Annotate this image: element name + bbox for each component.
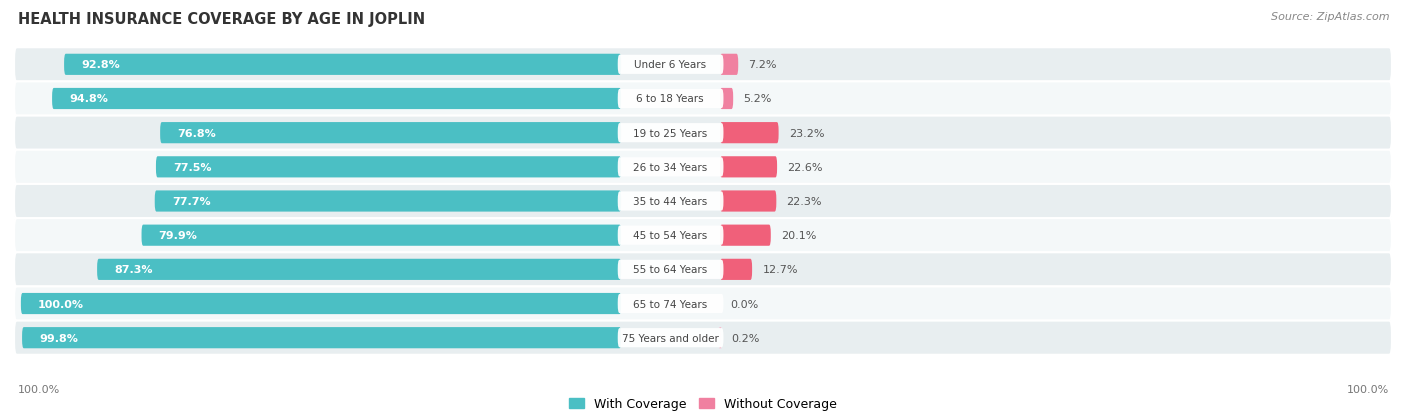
Text: 100.0%: 100.0% [38,299,84,309]
Text: 92.8%: 92.8% [82,60,120,70]
Text: 77.5%: 77.5% [173,162,211,172]
Text: 35 to 44 Years: 35 to 44 Years [633,197,707,206]
FancyBboxPatch shape [155,191,621,212]
Legend: With Coverage, Without Coverage: With Coverage, Without Coverage [564,392,842,413]
Text: 26 to 34 Years: 26 to 34 Years [633,162,707,172]
Text: 0.0%: 0.0% [730,299,758,309]
Text: 20.1%: 20.1% [780,230,817,241]
FancyBboxPatch shape [720,157,778,178]
Text: 65 to 74 Years: 65 to 74 Years [633,299,707,309]
Text: 5.2%: 5.2% [744,94,772,104]
FancyBboxPatch shape [617,158,724,177]
Text: 87.3%: 87.3% [114,265,153,275]
FancyBboxPatch shape [617,328,724,347]
FancyBboxPatch shape [22,328,621,349]
Text: 45 to 54 Years: 45 to 54 Years [633,230,707,241]
FancyBboxPatch shape [718,328,721,349]
FancyBboxPatch shape [160,123,621,144]
Text: 77.7%: 77.7% [172,197,211,206]
Text: 100.0%: 100.0% [1347,385,1389,394]
Text: 22.6%: 22.6% [787,162,823,172]
Text: 6 to 18 Years: 6 to 18 Years [637,94,704,104]
FancyBboxPatch shape [14,150,1392,185]
FancyBboxPatch shape [21,293,621,314]
FancyBboxPatch shape [617,192,724,211]
Text: Source: ZipAtlas.com: Source: ZipAtlas.com [1271,12,1389,22]
FancyBboxPatch shape [617,294,724,313]
FancyBboxPatch shape [52,89,621,110]
FancyBboxPatch shape [720,55,738,76]
FancyBboxPatch shape [14,321,1392,355]
FancyBboxPatch shape [14,287,1392,321]
Text: 75 Years and older: 75 Years and older [621,333,718,343]
Text: 99.8%: 99.8% [39,333,77,343]
Text: 12.7%: 12.7% [762,265,797,275]
FancyBboxPatch shape [14,218,1392,253]
Text: Under 6 Years: Under 6 Years [634,60,706,70]
FancyBboxPatch shape [156,157,621,178]
FancyBboxPatch shape [617,90,724,109]
Text: 22.3%: 22.3% [786,197,823,206]
FancyBboxPatch shape [617,56,724,75]
Text: 76.8%: 76.8% [177,128,217,138]
FancyBboxPatch shape [97,259,621,280]
FancyBboxPatch shape [617,260,724,279]
FancyBboxPatch shape [142,225,621,246]
FancyBboxPatch shape [14,82,1392,116]
FancyBboxPatch shape [14,48,1392,82]
FancyBboxPatch shape [720,191,776,212]
Text: 19 to 25 Years: 19 to 25 Years [633,128,707,138]
FancyBboxPatch shape [720,225,770,246]
FancyBboxPatch shape [617,124,724,143]
Text: 79.9%: 79.9% [159,230,197,241]
FancyBboxPatch shape [720,123,779,144]
Text: 55 to 64 Years: 55 to 64 Years [633,265,707,275]
FancyBboxPatch shape [617,226,724,245]
Text: 0.2%: 0.2% [731,333,759,343]
FancyBboxPatch shape [14,253,1392,287]
FancyBboxPatch shape [14,116,1392,150]
FancyBboxPatch shape [720,259,752,280]
FancyBboxPatch shape [65,55,621,76]
Text: HEALTH INSURANCE COVERAGE BY AGE IN JOPLIN: HEALTH INSURANCE COVERAGE BY AGE IN JOPL… [18,12,426,27]
Text: 23.2%: 23.2% [789,128,824,138]
Text: 94.8%: 94.8% [69,94,108,104]
Text: 7.2%: 7.2% [748,60,778,70]
FancyBboxPatch shape [720,89,733,110]
Text: 100.0%: 100.0% [18,385,60,394]
FancyBboxPatch shape [14,185,1392,218]
